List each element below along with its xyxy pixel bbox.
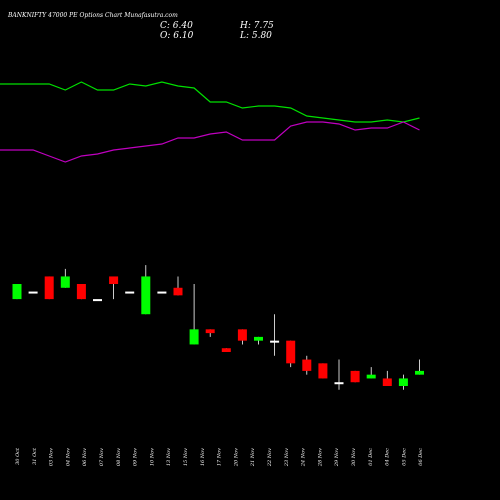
candle (318, 363, 328, 379)
candle-body (286, 340, 296, 364)
candle (350, 370, 360, 383)
candle (28, 291, 38, 294)
x-tick-label: 28 Nov (317, 448, 323, 467)
indicator-line-2 (0, 121, 420, 163)
candle (366, 367, 376, 379)
x-tick-label: 13 Nov (166, 448, 172, 466)
candle (302, 355, 312, 375)
candle-body (173, 287, 183, 296)
candle (60, 268, 70, 288)
candle-body (93, 299, 102, 302)
candle (189, 284, 199, 345)
x-tick-label: 30 Nov (351, 448, 357, 466)
x-tick-label: 22 Nov (267, 448, 273, 467)
candle (254, 336, 263, 345)
x-tick-label: 04 Nov (65, 448, 71, 466)
candle (173, 276, 183, 296)
candle-body (398, 378, 408, 386)
x-tick-label: 30 Oct (15, 447, 21, 465)
x-tick-label: 05 Dec (401, 448, 407, 466)
x-tick-label: 16 Nov (200, 448, 206, 466)
candle (237, 329, 247, 345)
x-tick-label: 17 Nov (217, 448, 223, 466)
candle (205, 329, 215, 337)
candle-body (382, 378, 392, 386)
x-tick-label: 01 Dec (368, 448, 374, 466)
x-tick-label: 10 Nov (149, 448, 155, 466)
candle-body (141, 276, 151, 315)
x-tick-label: 24 Nov (301, 448, 307, 467)
x-tick-label: 20 Nov (233, 448, 239, 467)
candle-body (366, 374, 376, 379)
open-value: O: 6.10 (160, 31, 194, 41)
candle-body (60, 276, 70, 288)
candle (398, 374, 408, 390)
candle (44, 276, 54, 300)
x-tick-label: 06 Dec (418, 448, 424, 466)
indicator-line-1 (0, 81, 420, 123)
candle (141, 265, 151, 315)
candle (93, 299, 102, 302)
candle-body (157, 291, 167, 294)
x-tick-label: 21 Nov (250, 448, 256, 467)
x-tick-label: 15 Nov (183, 448, 189, 466)
x-tick-label: 31 Oct (32, 447, 38, 465)
candle (415, 359, 424, 375)
candle (125, 291, 135, 294)
x-tick-label: 29 Nov (334, 448, 340, 467)
candle-body (270, 340, 280, 343)
candle-body (221, 348, 231, 352)
candles (12, 265, 424, 390)
x-tick-label: 04 Dec (385, 448, 391, 466)
candle (286, 340, 296, 368)
candle-body (302, 359, 312, 371)
candle-body (318, 363, 328, 379)
x-tick-label: 07 Nov (99, 448, 105, 466)
candle-body (109, 276, 119, 284)
x-tick-label: 23 Nov (284, 448, 290, 467)
candle-body (205, 329, 215, 334)
candle-body (12, 284, 22, 300)
candle-body (125, 291, 135, 294)
candle-body (350, 370, 360, 383)
indicator-lines (0, 81, 420, 163)
candle (382, 370, 392, 386)
candle (334, 359, 344, 390)
chart-title: BANKNIFTY 47000 PE Options Chart Munafas… (8, 12, 178, 19)
candle (12, 284, 22, 300)
candle (76, 284, 86, 300)
candle-body (415, 370, 424, 375)
x-tick-label: 09 Nov (133, 448, 139, 466)
candle-body (44, 276, 54, 300)
candle-body (76, 284, 86, 300)
low-value: L: 5.80 (240, 31, 272, 41)
x-tick-label: 08 Nov (116, 448, 122, 466)
candle (109, 276, 119, 300)
candle (157, 291, 167, 294)
candle-body (189, 329, 199, 345)
candle-body (28, 291, 38, 294)
high-value: H: 7.75 (240, 21, 274, 31)
candle-body (334, 382, 344, 385)
x-axis-ticks: 30 Oct 31 Oct 03 Nov 04 Nov 06 Nov 07 Nov 08 N… (15, 447, 424, 467)
close-value: C: 6.40 (160, 21, 193, 31)
x-tick-label: 03 Nov (49, 448, 55, 466)
candle-body (237, 329, 247, 341)
x-tick-label: 06 Nov (82, 448, 88, 466)
candle (270, 314, 280, 356)
candle-body (254, 336, 263, 341)
candle (221, 348, 231, 352)
